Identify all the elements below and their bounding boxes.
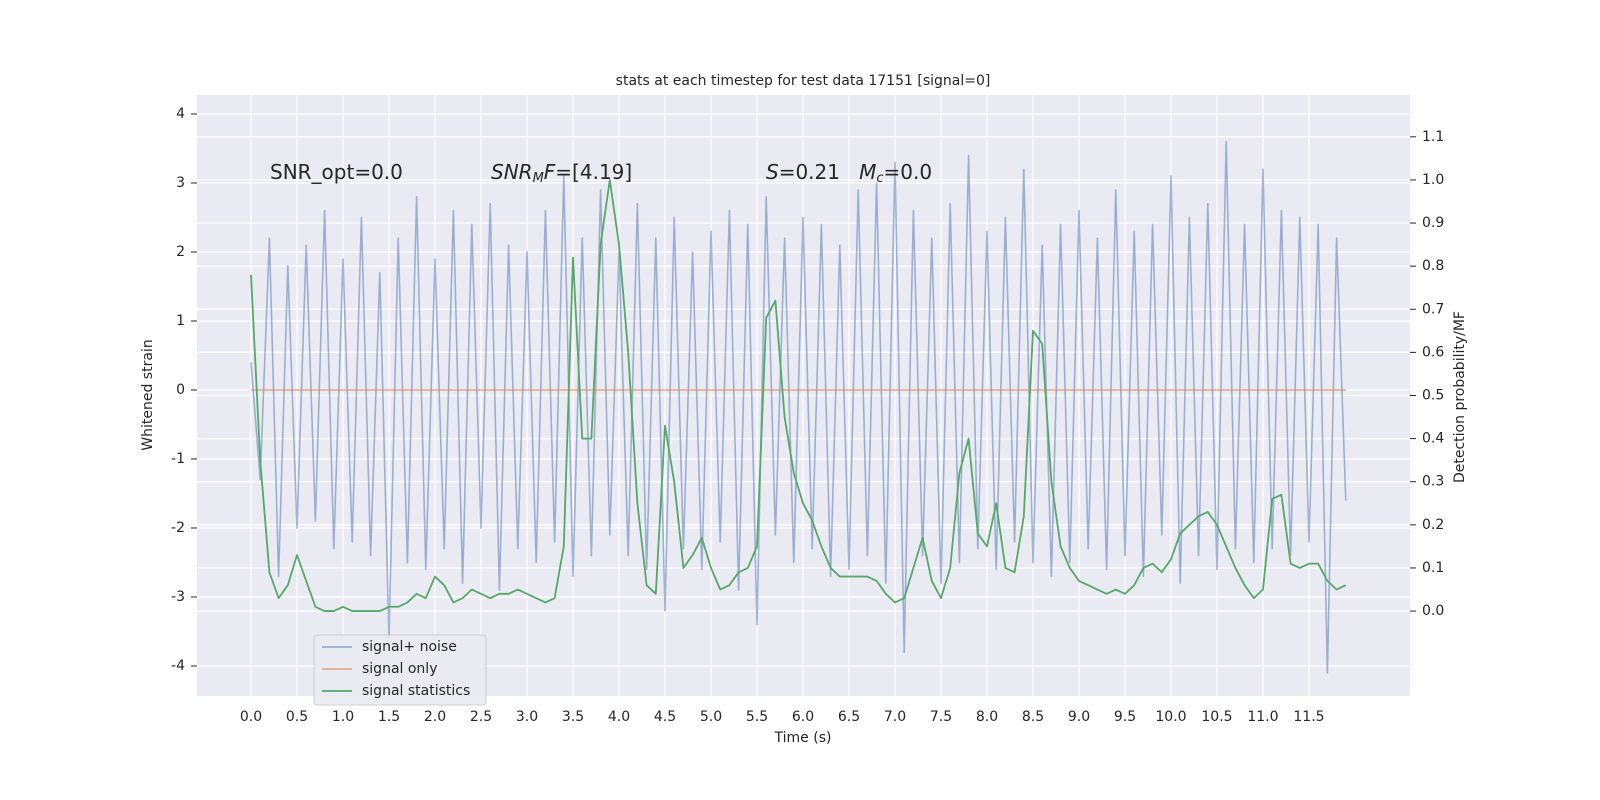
y2-tick-label: 0.5 xyxy=(1422,388,1444,404)
x-tick-label: 5.0 xyxy=(700,709,722,725)
x-tick-label: 8.0 xyxy=(976,709,998,725)
y-tick-label: -4 xyxy=(171,658,185,674)
annotation: SNR_opt=0.0 xyxy=(270,160,403,184)
x-tick-label: 9.5 xyxy=(1114,709,1136,725)
annotation-part: =[4.19] xyxy=(555,160,632,184)
x-tick-label: 6.5 xyxy=(838,709,860,725)
legend-label: signal statistics xyxy=(362,683,470,699)
x-tick-label: 11.0 xyxy=(1247,709,1278,725)
y2-tick-label: 0.3 xyxy=(1422,474,1444,490)
x-tick-label: 10.0 xyxy=(1155,709,1186,725)
x-tick-label: 3.0 xyxy=(516,709,538,725)
y2-tick-label: 0.1 xyxy=(1422,560,1444,576)
x-tick-label: 3.5 xyxy=(562,709,584,725)
y2-tick-label: 0.7 xyxy=(1422,301,1444,317)
y-tick-label: 3 xyxy=(176,175,185,191)
annotation: SNRMF=[4.19] xyxy=(491,160,632,186)
annotation-part: M xyxy=(859,160,876,184)
marks xyxy=(250,140,1347,674)
x-tick-label: 7.5 xyxy=(930,709,952,725)
x-tick-label: 9.0 xyxy=(1068,709,1090,725)
y-tick-label: -2 xyxy=(171,520,185,536)
x-tick-label: 5.5 xyxy=(746,709,768,725)
y2-tick-label: 0.2 xyxy=(1422,517,1444,533)
labels: 0.0 0.5 1.0 1.5 2.0 2.5 3.0 3.5 4.0 4.5 5.0 5.5 6.0 6… xyxy=(171,106,1444,725)
x-tick-label: 10.5 xyxy=(1201,709,1232,725)
annotation-part: c xyxy=(876,171,883,186)
grid xyxy=(191,95,1416,696)
y2-axis-label: Detection probability/MF xyxy=(1452,311,1468,483)
x-tick-label: 0.5 xyxy=(286,709,308,725)
x-tick-label: 1.0 xyxy=(332,709,354,725)
legend-box xyxy=(313,634,487,706)
y2-tick-label: 0.8 xyxy=(1422,258,1444,274)
y-tick-label: 4 xyxy=(176,106,185,122)
chart-title: stats at each timestep for test data 171… xyxy=(616,73,991,89)
x-tick-label: 4.5 xyxy=(654,709,676,725)
x-tick-label: 7.0 xyxy=(884,709,906,725)
y2-tick-label: 1.0 xyxy=(1422,172,1444,188)
x-tick-label: 1.5 xyxy=(378,709,400,725)
annotation-part: =0.0 xyxy=(884,160,933,184)
annotation-part: F xyxy=(544,160,556,184)
x-tick-label: 0.0 xyxy=(240,709,262,725)
x-tick-label: 11.5 xyxy=(1293,709,1324,725)
legend-label: signal+ noise xyxy=(362,639,457,655)
y2-tick-label: 0.9 xyxy=(1422,215,1444,231)
y-tick-label: -3 xyxy=(171,589,185,605)
y-tick-label: 0 xyxy=(176,382,185,398)
x-axis-label: Time (s) xyxy=(774,730,832,746)
annotation-part: M xyxy=(533,171,544,186)
legend-label: signal only xyxy=(362,661,437,677)
y2-tick-label: 0.4 xyxy=(1422,431,1444,447)
x-tick-label: 4.0 xyxy=(608,709,630,725)
y-axis-label: Whitened strain xyxy=(140,339,156,450)
legend: signal+ noise signal only signal statistic… xyxy=(313,634,487,706)
y2-tick-label: 0.6 xyxy=(1422,344,1444,360)
x-tick-label: 6.0 xyxy=(792,709,814,725)
x-tick-label: 8.5 xyxy=(1022,709,1044,725)
x-tick-label: 2.5 xyxy=(470,709,492,725)
annotation: S=0.21 Mc=0.0 xyxy=(766,160,932,186)
y-tick-label: -1 xyxy=(171,451,185,467)
y-tick-label: 2 xyxy=(176,244,185,260)
series-line xyxy=(250,179,1347,612)
annotation-part: SNR xyxy=(491,160,533,184)
annotation-part: S xyxy=(766,160,779,184)
y-tick-label: 1 xyxy=(176,313,185,329)
annotation-part: SNR_opt=0.0 xyxy=(270,160,403,184)
x-tick-label: 2.0 xyxy=(424,709,446,725)
y2-tick-label: 0.0 xyxy=(1422,603,1444,619)
y2-tick-label: 1.1 xyxy=(1422,129,1444,145)
annotation-part: =0.21 xyxy=(779,160,859,184)
